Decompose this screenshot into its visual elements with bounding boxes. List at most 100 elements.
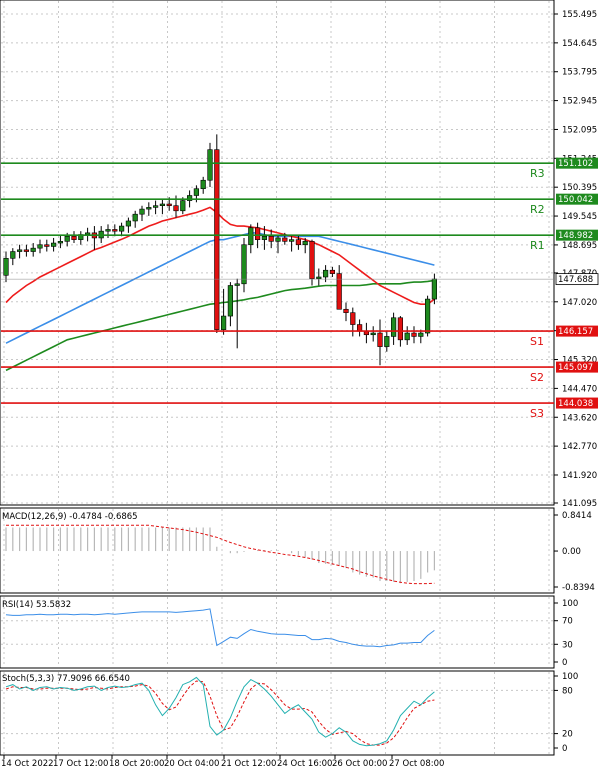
candle-body [282, 237, 288, 242]
rsi-tick-label: 30 [562, 640, 573, 650]
x-tick-label: 20 Oct 04:00 [164, 759, 219, 769]
level-value: 144.038 [558, 399, 593, 409]
level-value: 148.982 [558, 231, 593, 241]
candle-body [105, 229, 111, 232]
level-name-s3: S3 [530, 407, 544, 420]
candle-body [302, 241, 308, 246]
x-tick-label: 14 Oct 2022 [1, 759, 54, 769]
candle-body [3, 258, 9, 276]
candle-body [309, 241, 315, 280]
level-value: 151.102 [558, 159, 593, 169]
grid-lines [1, 1, 554, 754]
macd-tick-label: 0.00 [562, 547, 581, 557]
stoch-tick-label: 80 [562, 686, 573, 696]
candle-body [64, 235, 70, 242]
candle-body [261, 235, 268, 240]
x-tick-label: 24 Oct 16:00 [277, 759, 332, 769]
ma-blue-line [5, 232, 435, 344]
level-value-box [556, 229, 598, 241]
level-name-r3: R3 [530, 167, 545, 180]
candle-body [295, 239, 302, 246]
level-name-s1: S1 [530, 335, 544, 348]
candle-body [370, 332, 376, 336]
candle-body [221, 315, 227, 330]
y-tick-label: 150.395 [562, 183, 597, 193]
level-value-box [556, 361, 598, 373]
candle-body [288, 239, 295, 242]
candle-body [404, 332, 410, 341]
last-price-value: 147.688 [558, 275, 593, 285]
candle-body [200, 179, 206, 190]
y-tick-label: 141.920 [562, 471, 597, 481]
rsi-label: RSI(14) 53.5832 [2, 600, 71, 610]
macd-tick-label: -0.8394 [562, 583, 595, 593]
macd-tick-label: 0.8414 [562, 511, 592, 521]
time-axis: 14 Oct 2022 17 Oct 12:00 18 Oct 20:00 20 Oc… [1, 755, 444, 769]
macd-panel: 0.8414 0.00 -0.8394 [5, 511, 595, 593]
y-tick-label: 148.695 [562, 241, 597, 251]
candle-body [397, 317, 404, 341]
candle-body [343, 308, 349, 313]
level-value: 145.097 [558, 363, 593, 373]
y-tick-label: 143.620 [562, 413, 597, 423]
ma-green-line [5, 279, 435, 372]
candle-body [85, 232, 91, 235]
x-tick-label: 18 Oct 20:00 [109, 759, 164, 769]
candle-body [255, 227, 261, 240]
macd-label: MACD(12,26,9) -0.4784 -0.6865 [2, 512, 138, 522]
level-value: 150.042 [558, 195, 593, 205]
candle-body [16, 249, 23, 252]
candle-body [316, 276, 322, 280]
candle-body [30, 247, 36, 252]
candle-body [322, 269, 329, 278]
candle-body [390, 317, 397, 337]
y-tick-label: 144.470 [562, 384, 597, 394]
candle-body [23, 249, 30, 252]
level-value: 146.157 [558, 327, 593, 337]
price-panel-border [0, 0, 555, 506]
level-value-box [556, 325, 598, 337]
stoch-panel: 100 80 20 0 [1, 672, 578, 754]
candle-body [125, 220, 131, 227]
candle-body [384, 336, 390, 347]
candle-body [248, 227, 254, 246]
y-tick-label: 141.095 [562, 499, 597, 509]
macd-panel-border [0, 507, 555, 594]
level-name-s2: S2 [530, 371, 544, 384]
ma-red-line [5, 206, 435, 306]
last-price-box [555, 273, 599, 286]
candle-body [234, 283, 240, 286]
candle-body [418, 332, 424, 337]
macd-signal-line [6, 524, 435, 585]
candle-body [275, 237, 281, 242]
candle-body [139, 208, 145, 215]
y-tick-label: 153.795 [562, 68, 597, 78]
y-tick-label: 145.320 [562, 356, 597, 366]
candle-body [10, 251, 16, 259]
level-name-r2: R2 [530, 203, 545, 216]
candle-body [329, 269, 336, 274]
candle-body [241, 244, 247, 285]
stoch-signal-line [5, 680, 435, 746]
stoch-tick-label: 0 [562, 744, 567, 754]
y-tick-label: 154.645 [562, 39, 597, 49]
rsi-panel: 100 70 30 0 [1, 599, 578, 668]
rsi-tick-label: 70 [562, 617, 573, 627]
candle-body [173, 205, 179, 212]
candle-body [37, 244, 43, 249]
candle-body [50, 242, 57, 247]
y-tick-label: 152.095 [562, 125, 597, 135]
candle-body [193, 188, 200, 196]
candle-body [153, 205, 159, 208]
y-tick-label: 147.020 [562, 298, 597, 308]
candle-body [44, 244, 50, 247]
level-value-box [556, 157, 598, 169]
candle-body [350, 312, 356, 325]
stoch-panel-border [0, 670, 555, 756]
candle-body [71, 235, 77, 240]
y-tick-label: 149.545 [562, 212, 597, 222]
rsi-tick-label: 100 [562, 599, 578, 609]
stoch-main-line [5, 676, 435, 747]
level-value-box [556, 397, 598, 409]
